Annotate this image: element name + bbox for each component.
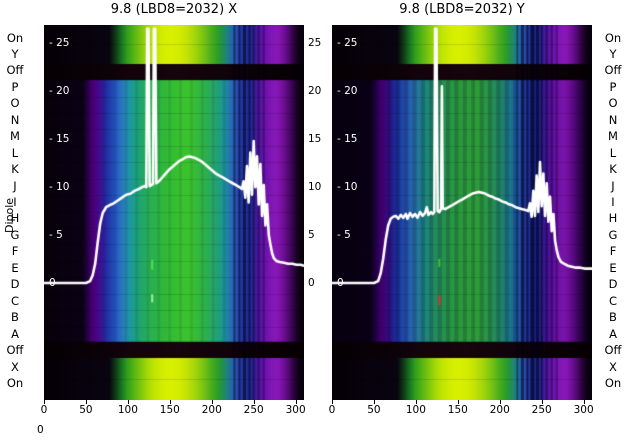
y-tick-label-inside-15: - 15 — [337, 133, 358, 146]
row-label-left-d: D — [10, 277, 20, 292]
x-tick-label-0: 0 — [328, 404, 336, 416]
x-tick-mark — [85, 400, 87, 404]
x-tick-mark — [44, 400, 45, 404]
x-tick-mark — [583, 400, 585, 404]
x-tick-mark — [457, 400, 459, 404]
row-label-right-j: J — [611, 178, 615, 193]
row-label-left-h: H — [10, 211, 20, 226]
row-label-left-y: Y — [11, 46, 19, 61]
row-label-left-i: I — [13, 195, 17, 209]
row-label-right-e: E — [609, 260, 617, 275]
x-tick-label-100: 100 — [405, 404, 426, 416]
x-tick-label-250: 250 — [531, 404, 552, 416]
row-label-right-off: Off — [604, 343, 622, 358]
row-label-right-x: X — [609, 359, 617, 374]
y-tick-label-gap-10: 10 — [308, 181, 322, 194]
row-label-left-n: N — [10, 112, 20, 127]
y-tick-label-gap-15: 15 — [308, 133, 322, 146]
y-tick-label-gap-5: 5 — [308, 229, 315, 242]
row-label-left-off: Off — [6, 343, 24, 358]
row-label-left-on: On — [6, 30, 24, 45]
row-label-left-k: K — [11, 162, 19, 177]
row-label-right-l: L — [609, 145, 617, 160]
x-tick-label-150: 150 — [159, 404, 180, 416]
x-tick-label-200: 200 — [489, 404, 510, 416]
row-label-right-d: D — [608, 277, 618, 292]
y-tick-label-inside-25: - 25 — [337, 37, 358, 50]
x-tick-label-50: 50 — [79, 404, 93, 416]
row-label-right-c: C — [608, 293, 618, 308]
row-label-left-off: Off — [6, 63, 24, 78]
y-tick-label-gap-25: 25 — [308, 37, 322, 50]
x-tick-mark — [169, 400, 171, 404]
x-tick-mark — [541, 400, 543, 404]
x-tick-label-0: 0 — [40, 404, 48, 416]
row-label-right-y: Y — [609, 46, 617, 61]
row-label-right-h: H — [608, 211, 618, 226]
x-tick-mark — [499, 400, 501, 404]
panel-title-y: 9.8 (LBD8=2032) Y — [399, 2, 525, 17]
row-label-right-a: A — [609, 326, 617, 341]
y-tick-label-inside-5: - 5 — [49, 229, 63, 242]
y-tick-label-inside-20: - 20 — [337, 85, 358, 98]
row-label-left-a: A — [11, 326, 19, 341]
x-tick-mark — [295, 400, 297, 404]
row-label-right-off: Off — [604, 63, 622, 78]
row-label-right-g: G — [608, 227, 618, 242]
row-label-left-x: X — [11, 359, 19, 374]
y-tick-label-inside-5: - 5 — [337, 229, 351, 242]
x-tick-mark — [332, 400, 333, 404]
x-tick-mark — [373, 400, 375, 404]
row-label-right-o: O — [608, 96, 618, 111]
row-label-right-on: On — [604, 375, 622, 390]
row-label-left-m: M — [10, 129, 20, 144]
row-label-left-o: O — [10, 96, 20, 111]
y-tick-label-inside-20: - 20 — [49, 85, 70, 98]
row-label-left-e: E — [11, 260, 19, 275]
row-label-left-p: P — [11, 79, 19, 94]
row-label-left-g: G — [10, 227, 20, 242]
y-tick-label-inside-0: 0 — [337, 276, 344, 289]
x-tick-label-200: 200 — [201, 404, 222, 416]
x-tick-label-300: 300 — [573, 404, 594, 416]
x-tick-label-50: 50 — [367, 404, 381, 416]
row-label-right-p: P — [609, 79, 617, 94]
row-label-left-l: L — [11, 145, 19, 160]
x-tick-label-250: 250 — [243, 404, 264, 416]
row-label-left-b: B — [11, 310, 19, 325]
x-tick-label-300: 300 — [285, 404, 306, 416]
y-tick-label-gap-20: 20 — [308, 85, 322, 98]
y-tick-label-inside-15: - 15 — [49, 133, 70, 146]
row-label-left-j: J — [13, 178, 17, 193]
x-tick-mark — [127, 400, 129, 404]
x-tick-label-150: 150 — [447, 404, 468, 416]
row-label-right-n: N — [608, 112, 618, 127]
row-label-right-k: K — [609, 162, 617, 177]
y-tick-label-inside-25: - 25 — [49, 37, 70, 50]
heatmap-x-canvas — [44, 25, 304, 400]
x-tick-mark — [211, 400, 213, 404]
row-label-right-f: F — [609, 244, 617, 259]
y-tick-label-inside-10: - 10 — [49, 181, 70, 194]
x-axis-origin-label: 0 — [37, 424, 44, 436]
x-tick-label-100: 100 — [117, 404, 138, 416]
row-label-left-c: C — [10, 293, 20, 308]
panel-title-x: 9.8 (LBD8=2032) X — [110, 2, 238, 17]
row-label-right-b: B — [609, 310, 617, 325]
y-tick-label-inside-10: - 10 — [337, 181, 358, 194]
row-label-right-i: I — [611, 195, 615, 209]
y-tick-label-inside-0: 0 — [49, 276, 56, 289]
heatmap-y-canvas — [332, 25, 592, 400]
row-label-right-m: M — [608, 129, 618, 144]
x-tick-mark — [253, 400, 255, 404]
row-label-right-on: On — [604, 30, 622, 45]
x-tick-mark — [415, 400, 417, 404]
row-label-left-f: F — [11, 244, 19, 259]
row-label-left-on: On — [6, 375, 24, 390]
y-tick-label-gap-0: 0 — [308, 276, 315, 289]
